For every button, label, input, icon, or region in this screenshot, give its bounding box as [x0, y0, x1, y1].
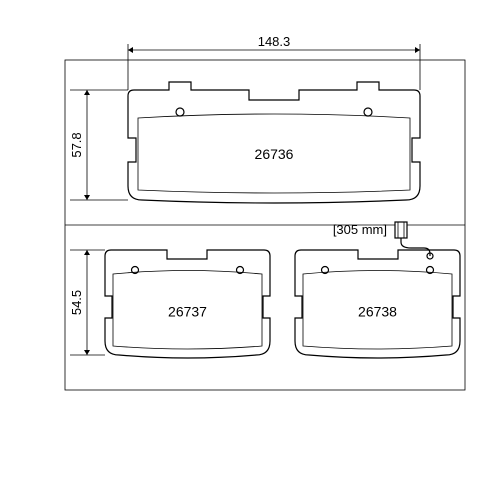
sensor-connector [395, 222, 407, 238]
wire-length-label: [305 mm] [333, 222, 387, 237]
dimension-label: 54.5 [69, 290, 84, 315]
pad-top [128, 82, 420, 203]
dimension-label: 148.3 [258, 34, 291, 49]
part-number: 26736 [255, 146, 294, 162]
part-number: 26738 [358, 304, 397, 320]
dimension-label: 57.8 [69, 132, 84, 157]
part-number: 26737 [168, 304, 207, 320]
